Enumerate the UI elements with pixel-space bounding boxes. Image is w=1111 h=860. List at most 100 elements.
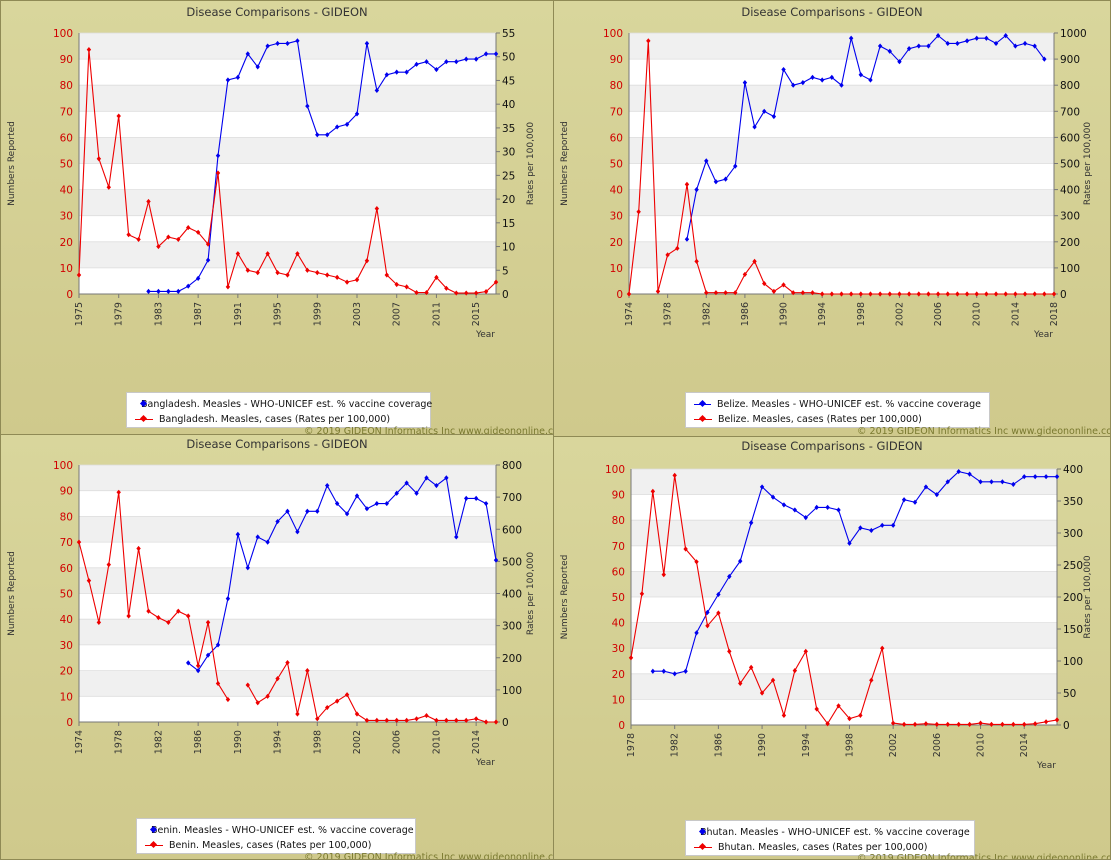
x-tick-label: 2003 bbox=[352, 302, 363, 326]
data-point bbox=[325, 704, 330, 711]
data-point bbox=[334, 124, 340, 130]
right-tick-label: 0 bbox=[502, 717, 509, 729]
data-point bbox=[205, 652, 211, 658]
plot-band bbox=[79, 593, 496, 620]
data-point bbox=[325, 482, 330, 489]
plot-band bbox=[79, 163, 496, 190]
data-point bbox=[384, 72, 389, 78]
data-point bbox=[205, 257, 211, 263]
data-point bbox=[733, 163, 738, 169]
data-point bbox=[955, 291, 960, 297]
legend-label: Benin. Measles - WHO-UNICEF est. % vacci… bbox=[151, 825, 414, 836]
data-point bbox=[978, 720, 983, 726]
data-point bbox=[195, 663, 201, 669]
left-tick-label: 20 bbox=[60, 666, 73, 678]
right-tick-label: 40 bbox=[502, 99, 515, 111]
right-tick-label: 500 bbox=[502, 556, 522, 568]
right-tick-label: 700 bbox=[502, 492, 522, 504]
data-point bbox=[374, 205, 380, 212]
data-point bbox=[989, 721, 994, 727]
data-point bbox=[1042, 291, 1047, 297]
copyright-footer: © 2019 GIDEON Informatics Inc www.gideon… bbox=[304, 426, 554, 437]
plot-band bbox=[79, 189, 496, 216]
chart-title: Disease Comparisons - GIDEON bbox=[186, 437, 367, 451]
series-line bbox=[630, 475, 1058, 725]
left-tick-label: 30 bbox=[60, 211, 73, 223]
left-tick-label: 10 bbox=[610, 263, 623, 275]
legend-marker-icon bbox=[694, 843, 712, 852]
data-point bbox=[394, 69, 399, 75]
data-point bbox=[434, 482, 439, 489]
left-tick-label: 60 bbox=[60, 563, 73, 575]
left-tick-label: 50 bbox=[60, 159, 73, 171]
left-tick-label: 70 bbox=[60, 106, 73, 118]
x-axis-label: Year bbox=[475, 758, 495, 768]
data-point bbox=[305, 103, 310, 109]
data-point bbox=[464, 56, 469, 62]
x-tick-label: 2015 bbox=[471, 302, 482, 326]
chart-title: Disease Comparisons - GIDEON bbox=[186, 5, 367, 19]
plot-band bbox=[629, 215, 1054, 242]
data-point bbox=[770, 677, 776, 683]
data-point bbox=[901, 721, 907, 727]
data-point bbox=[424, 712, 429, 719]
x-tick-label: 1986 bbox=[740, 302, 751, 326]
data-point bbox=[1043, 719, 1049, 725]
data-point bbox=[126, 232, 131, 238]
x-tick-label: 1999 bbox=[312, 302, 323, 326]
data-point bbox=[434, 717, 439, 723]
data-point bbox=[759, 484, 765, 490]
x-tick-label: 1974 bbox=[624, 302, 635, 326]
data-point bbox=[493, 279, 499, 285]
data-point bbox=[245, 267, 250, 273]
legend-entry: Bangladesh. Measles, cases (Rates per 10… bbox=[135, 412, 422, 427]
plot-band bbox=[629, 267, 1054, 294]
data-point bbox=[86, 47, 92, 53]
left-tick-label: 100 bbox=[605, 464, 625, 476]
x-axis-label: Year bbox=[475, 330, 495, 340]
right-tick-label: 400 bbox=[502, 589, 522, 601]
legend-label: Benin. Measles, cases (Rates per 100,000… bbox=[169, 840, 372, 851]
data-point bbox=[255, 64, 260, 70]
data-point bbox=[945, 291, 950, 297]
legend-entry: Benin. Measles, cases (Rates per 100,000… bbox=[145, 838, 407, 853]
right-tick-label: 250 bbox=[1063, 560, 1083, 572]
data-point bbox=[315, 508, 320, 514]
data-point bbox=[665, 252, 670, 258]
data-point bbox=[285, 508, 290, 514]
data-point bbox=[295, 38, 300, 44]
data-point bbox=[265, 43, 270, 49]
plot-band bbox=[629, 33, 1054, 60]
left-tick-label: 60 bbox=[60, 132, 73, 144]
plot-band bbox=[631, 648, 1057, 674]
left-tick-label: 40 bbox=[60, 614, 73, 626]
data-point bbox=[176, 288, 181, 294]
data-point bbox=[255, 700, 260, 706]
data-point bbox=[454, 59, 459, 65]
data-point bbox=[235, 74, 241, 80]
data-point bbox=[215, 642, 221, 648]
left-tick-label: 20 bbox=[612, 669, 625, 681]
data-point bbox=[810, 74, 815, 80]
right-tick-label: 15 bbox=[502, 218, 515, 230]
data-point bbox=[195, 275, 201, 281]
data-point bbox=[906, 46, 912, 52]
data-point bbox=[295, 251, 300, 257]
data-point bbox=[454, 290, 459, 296]
data-point bbox=[146, 198, 151, 205]
right-tick-label: 0 bbox=[1060, 289, 1067, 301]
legend-label: Belize. Measles - WHO-UNICEF est. % vacc… bbox=[716, 399, 981, 410]
data-point bbox=[404, 284, 409, 290]
x-tick-label: 2014 bbox=[1010, 302, 1021, 326]
left-tick-label: 50 bbox=[60, 589, 73, 601]
plot-band bbox=[79, 33, 496, 60]
copyright-footer: © 2019 GIDEON Informatics Inc www.gideon… bbox=[857, 426, 1111, 437]
left-tick-label: 60 bbox=[610, 132, 623, 144]
data-point bbox=[354, 277, 360, 283]
data-point bbox=[186, 660, 191, 666]
right-tick-label: 0 bbox=[1063, 720, 1070, 732]
data-point bbox=[1013, 291, 1018, 297]
data-point bbox=[716, 610, 721, 616]
data-point bbox=[916, 291, 921, 297]
data-point bbox=[384, 717, 389, 723]
